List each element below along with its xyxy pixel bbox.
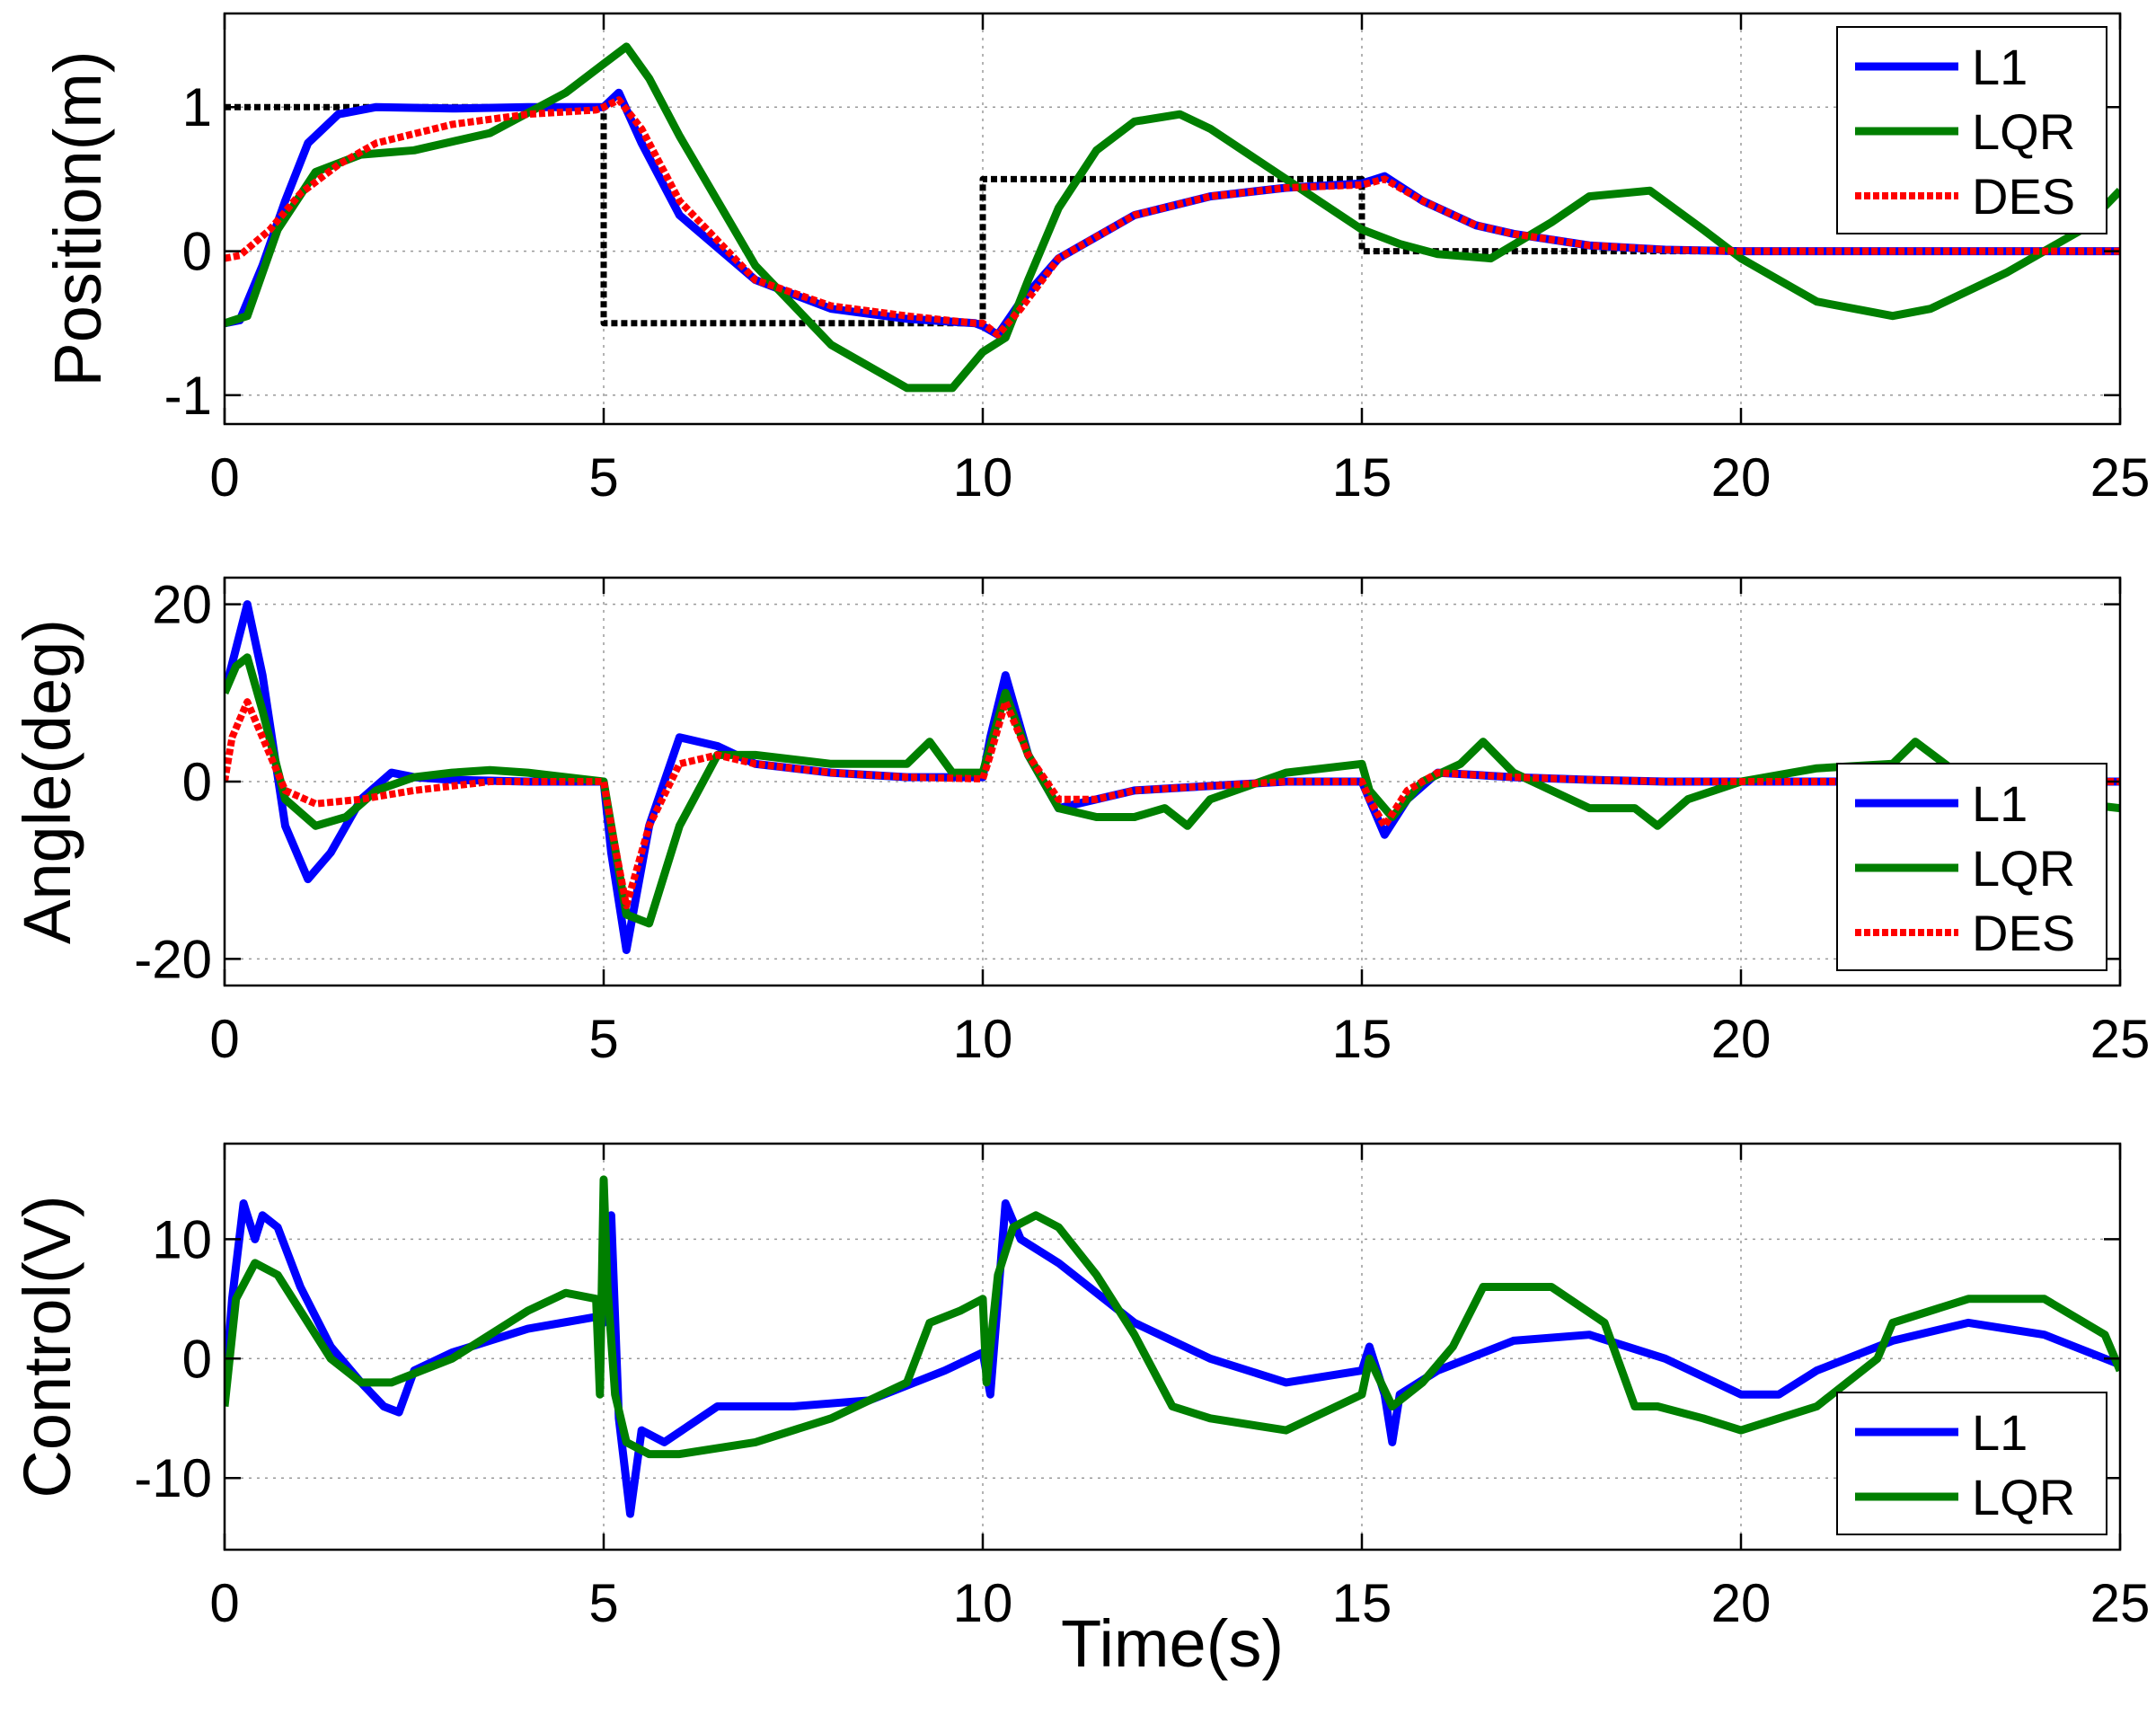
x-tick-label: 25 bbox=[2090, 1009, 2151, 1069]
x-tick-label: 15 bbox=[1332, 1573, 1392, 1633]
series-group bbox=[225, 1175, 2120, 1518]
legend-label-lqr: LQR bbox=[1972, 103, 2075, 160]
series-des bbox=[225, 698, 2120, 910]
y-tick-label: -10 bbox=[134, 1448, 212, 1508]
y-axis-label: Control(V) bbox=[10, 1195, 84, 1498]
legend-box bbox=[1836, 1392, 2107, 1535]
y-tick-label: 1 bbox=[182, 77, 212, 137]
angle-panel: 0 5 10 15 20 25 -20 0 20 Angle(deg) L1 LQR DES bbox=[10, 575, 2150, 1069]
x-tick-label: 10 bbox=[953, 1009, 1013, 1069]
x-tick-label: 25 bbox=[2090, 1573, 2151, 1633]
x-tick-label: 0 bbox=[209, 1009, 239, 1069]
x-tick-label: 20 bbox=[1711, 1009, 1772, 1069]
control-panel: 0 5 10 15 20 25 -10 0 10 Control(V) Time(s) L1 LQR bbox=[10, 1142, 2151, 1681]
x-tick-label: 20 bbox=[1711, 1573, 1772, 1633]
legend: L1 LQR DES bbox=[1836, 763, 2107, 971]
x-tick-label: 5 bbox=[588, 1009, 618, 1069]
x-axis-label: Time(s) bbox=[1061, 1606, 1284, 1681]
series-lqr bbox=[225, 1175, 2120, 1459]
series-lqr bbox=[225, 653, 2120, 928]
series-lqr bbox=[225, 42, 2120, 393]
plot-background bbox=[225, 13, 2120, 424]
y-tick-label: -20 bbox=[134, 929, 212, 989]
x-tick-label: 25 bbox=[2090, 447, 2151, 508]
x-tick-label: 15 bbox=[1332, 447, 1392, 508]
y-axis-label: Position(m) bbox=[40, 50, 115, 386]
series-reference bbox=[225, 103, 2120, 327]
legend-label-l1: L1 bbox=[1972, 39, 2028, 95]
x-tick-label: 10 bbox=[953, 1573, 1013, 1633]
position-panel: 0 5 10 15 20 25 -1 0 1 Position(m) L1 LQR DES bbox=[40, 12, 2151, 508]
legend-label-des: DES bbox=[1972, 905, 2075, 961]
legend-label-lqr: LQR bbox=[1972, 840, 2075, 897]
legend-label-lqr: LQR bbox=[1972, 1469, 2075, 1525]
y-tick-label: 20 bbox=[152, 575, 212, 635]
legend: L1 LQR DES bbox=[1836, 26, 2107, 234]
y-tick-label: 0 bbox=[182, 222, 212, 282]
plot-frame bbox=[223, 1142, 2122, 1551]
legend-label-des: DES bbox=[1972, 168, 2075, 225]
y-tick-label: 10 bbox=[152, 1209, 212, 1269]
plot-frame bbox=[223, 12, 2122, 426]
x-tick-label: 0 bbox=[209, 447, 239, 508]
y-tick-label: -1 bbox=[164, 366, 212, 426]
y-tick-label: 0 bbox=[182, 1329, 212, 1389]
legend-label-l1: L1 bbox=[1972, 775, 2028, 832]
y-axis-label: Angle(deg) bbox=[10, 619, 84, 944]
x-tick-label: 15 bbox=[1332, 1009, 1392, 1069]
x-tick-label: 0 bbox=[209, 1573, 239, 1633]
x-tick-label: 5 bbox=[588, 447, 618, 508]
plot-background bbox=[225, 1144, 2120, 1550]
y-tick-label: 0 bbox=[182, 752, 212, 812]
x-tick-label: 20 bbox=[1711, 447, 1772, 508]
x-tick-label: 10 bbox=[953, 447, 1013, 508]
series-des bbox=[225, 96, 2120, 339]
series-group bbox=[225, 600, 2120, 954]
legend: L1 LQR bbox=[1836, 1392, 2107, 1535]
series-group bbox=[225, 42, 2120, 393]
x-tick-label: 5 bbox=[588, 1573, 618, 1633]
legend-label-l1: L1 bbox=[1972, 1404, 2028, 1461]
